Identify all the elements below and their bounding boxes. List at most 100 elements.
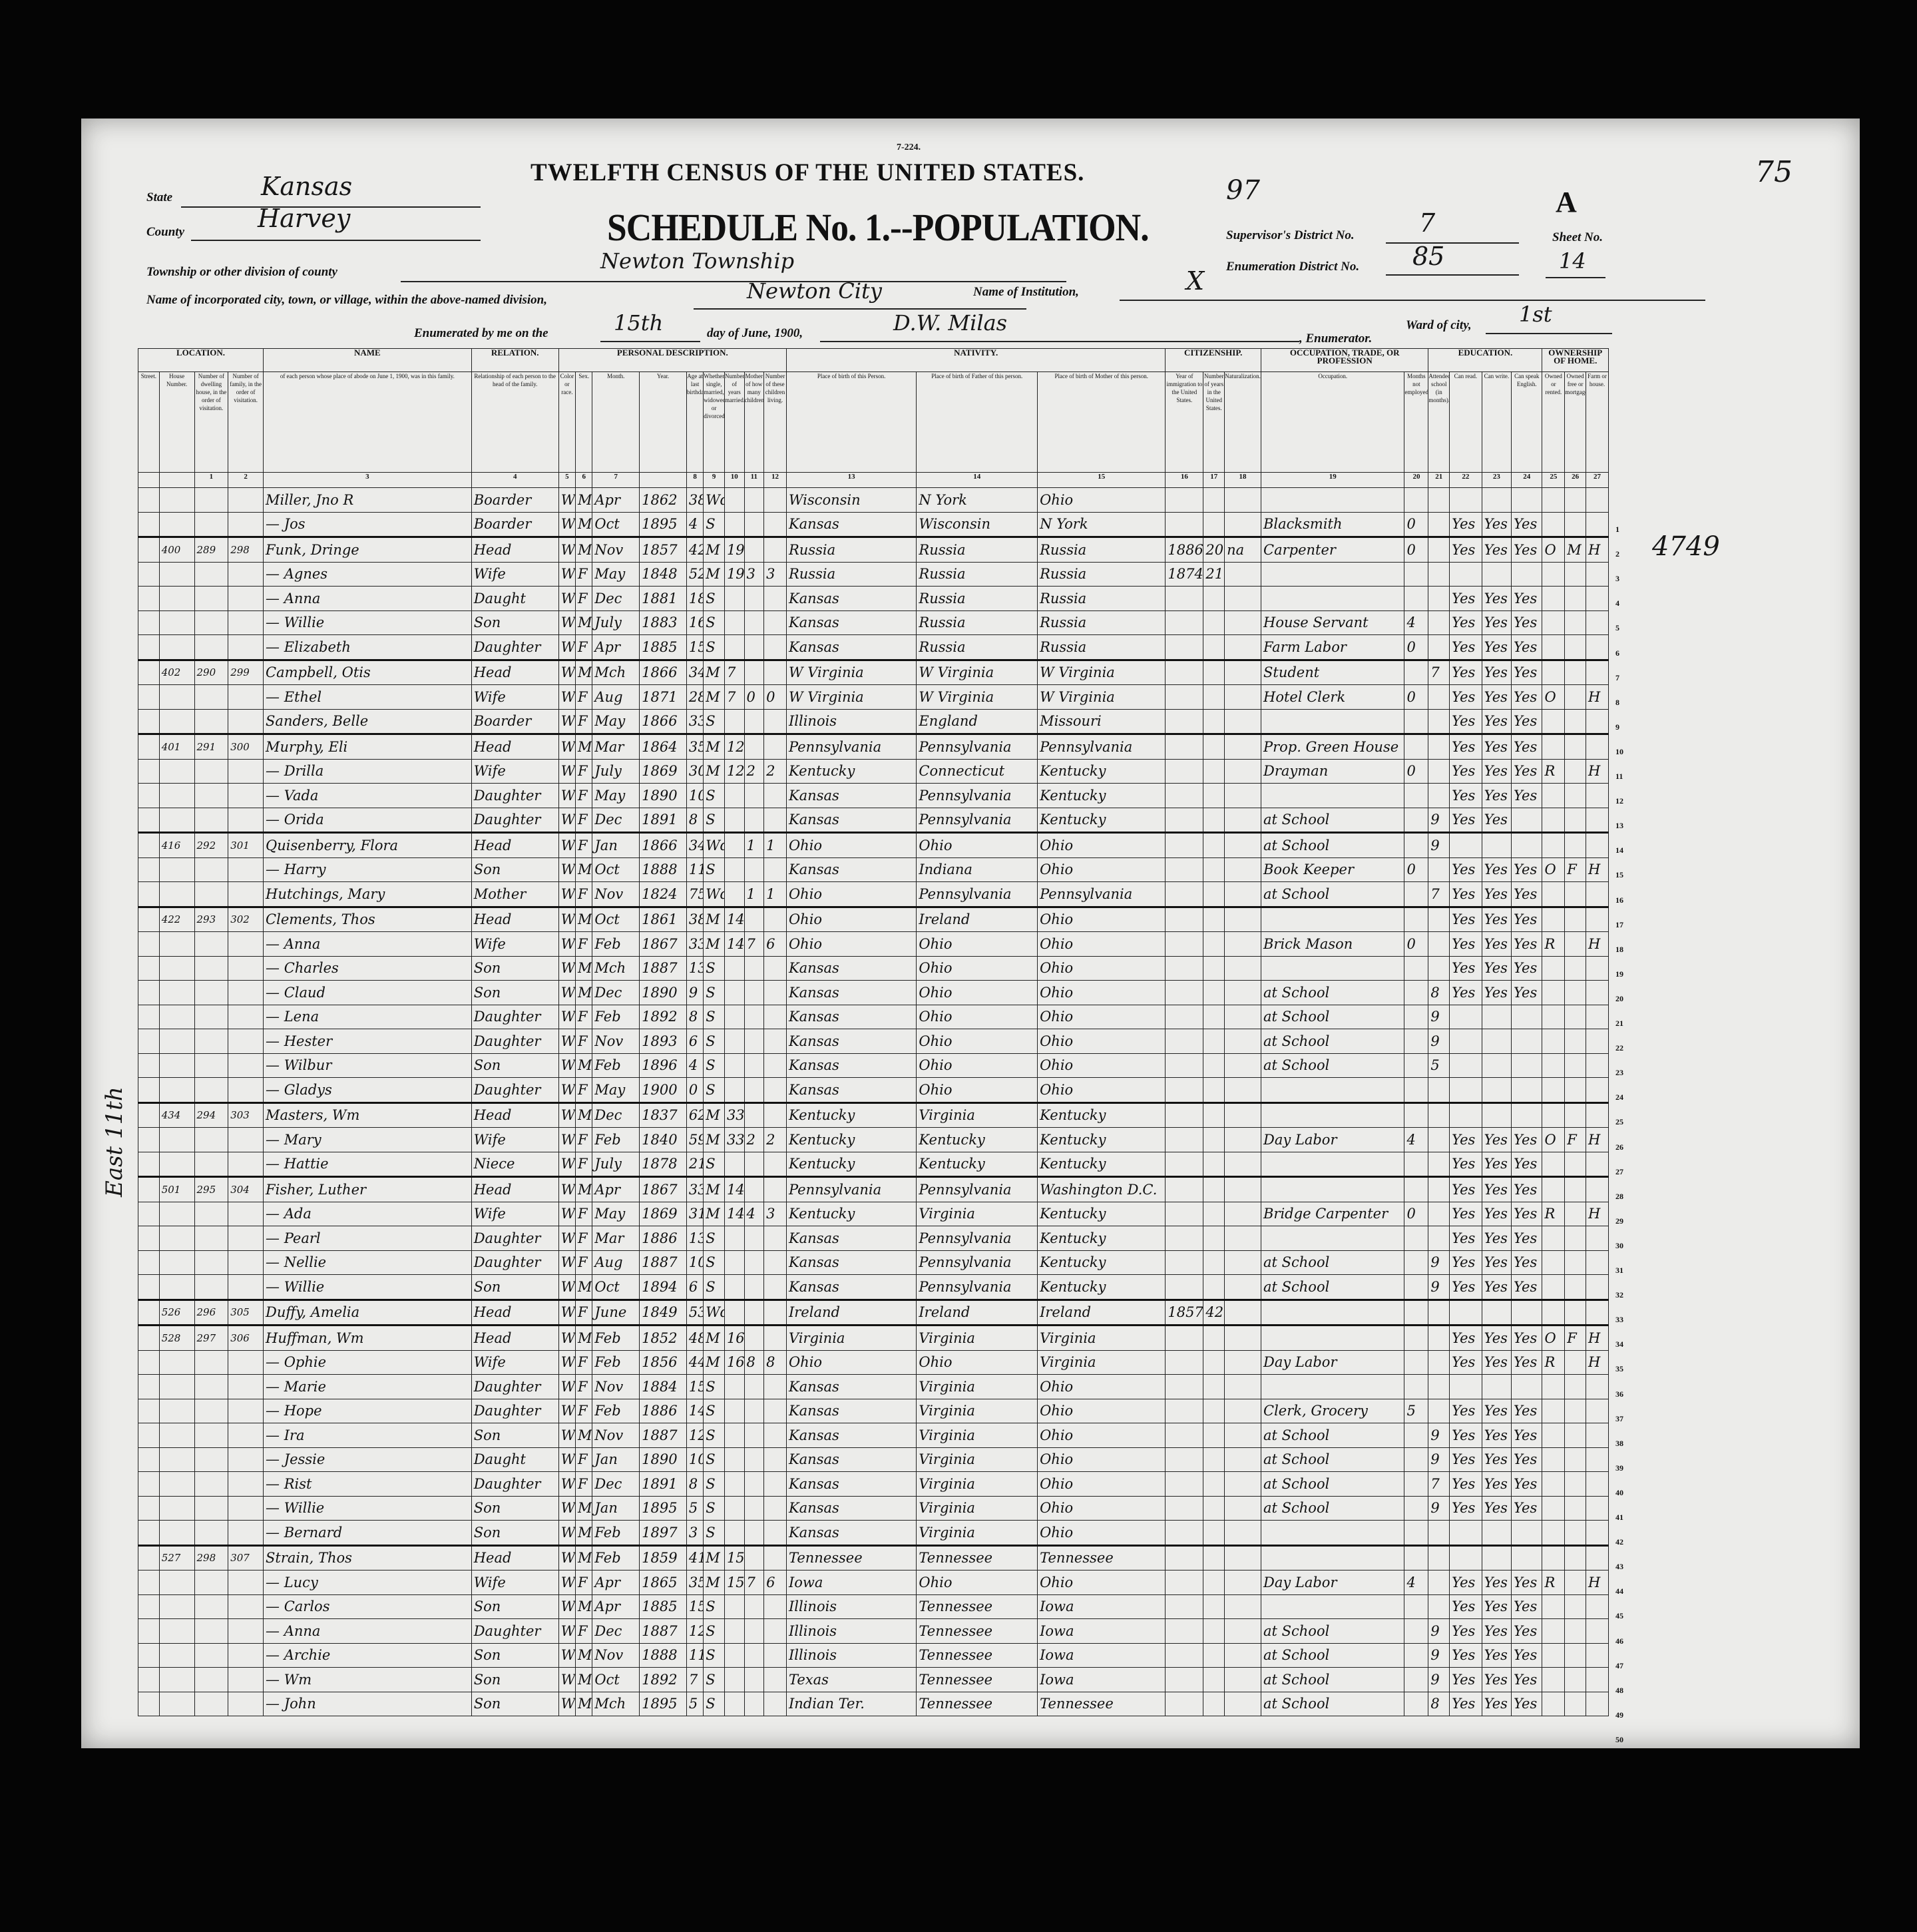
institution-value: X xyxy=(1186,266,1205,296)
cell-can-write: Yes xyxy=(1481,807,1512,833)
cell-school-months xyxy=(1428,1127,1450,1152)
cell-birth-year: 1891 xyxy=(639,1471,687,1497)
cell-birth-month: Mch xyxy=(592,658,640,685)
cell-years-married xyxy=(724,1374,745,1399)
cell-dwelling-number: 295 xyxy=(194,1176,229,1202)
cell-owned-rented xyxy=(1542,610,1566,635)
column-number: 9 xyxy=(703,472,725,488)
table-row: Sanders, BelleBoarderWFMay186633SIllinoi… xyxy=(138,708,1609,734)
cell-owned-rented xyxy=(1542,708,1566,734)
cell-years-married: 14 xyxy=(724,1201,745,1226)
cell-birthplace: Kansas xyxy=(785,586,917,611)
cell-speaks-english xyxy=(1511,1544,1543,1570)
line-number: 32 xyxy=(1615,1290,1623,1300)
cell-color: W xyxy=(558,955,576,981)
cell-naturalization xyxy=(1224,1471,1261,1497)
cell-marital-status: S xyxy=(703,1520,725,1546)
cell-color: W xyxy=(558,1226,576,1251)
cell-children-living: 8 xyxy=(763,1349,787,1375)
cell-children-born xyxy=(744,634,765,660)
cell-school-months: 9 xyxy=(1428,1423,1450,1448)
cell-color: W xyxy=(558,1570,576,1595)
cell-occupation: at School xyxy=(1260,1447,1405,1472)
cell-dwelling-number xyxy=(194,980,229,1005)
cell-relation: Daughter xyxy=(471,1398,559,1423)
table-row: — ElizabethDaughterWFApr188515SKansasRus… xyxy=(138,634,1609,660)
cell-naturalization xyxy=(1224,1642,1261,1668)
cell-months-unemployed xyxy=(1404,1471,1429,1497)
column-number: 12 xyxy=(763,472,787,488)
cell-birthplace: Kansas xyxy=(785,610,917,635)
cell-birth-year: 1866 xyxy=(639,658,687,685)
cell-naturalization xyxy=(1224,1176,1261,1202)
column-header-mother-birthplace: Place of birth of Mother of this person. xyxy=(1037,371,1166,473)
cell-sex: F xyxy=(575,1201,593,1226)
cell-immigration-year xyxy=(1165,684,1204,710)
cell-immigration-year xyxy=(1165,955,1204,981)
cell-school-months: 9 xyxy=(1428,1274,1450,1300)
cell-birth-month: Nov xyxy=(592,1374,640,1399)
cell-birth-year: 1888 xyxy=(639,857,687,882)
cell-farm-house xyxy=(1585,1691,1609,1716)
cell-birth-year: 1887 xyxy=(639,1618,687,1644)
cell-farm-house xyxy=(1585,610,1609,635)
cell-sex: F xyxy=(575,1398,593,1423)
cell-street xyxy=(138,586,160,611)
cell-years-in-us xyxy=(1203,955,1225,981)
cell-farm-house xyxy=(1585,487,1609,513)
cell-speaks-english: Yes xyxy=(1511,931,1543,957)
cell-color: W xyxy=(558,1101,576,1128)
cell-naturalization xyxy=(1224,931,1261,957)
cell-immigration-year xyxy=(1165,881,1204,907)
cell-age: 33 xyxy=(686,708,704,734)
cell-months-unemployed xyxy=(1404,1151,1429,1177)
cell-house-number xyxy=(158,1471,195,1497)
cell-free-mortgaged xyxy=(1564,511,1586,537)
cell-birth-month: Dec xyxy=(592,1618,640,1644)
cell-school-months: 7 xyxy=(1428,1471,1450,1497)
cell-name: — Marie xyxy=(263,1374,472,1399)
cell-speaks-english: Yes xyxy=(1511,658,1543,685)
cell-house-number xyxy=(158,487,195,513)
cell-father-birthplace: Indiana xyxy=(916,857,1038,882)
column-number: 24 xyxy=(1511,472,1543,488)
cell-color: W xyxy=(558,634,576,660)
cell-father-birthplace: Virginia xyxy=(916,1201,1038,1226)
table-row: — HopeDaughterWFFeb188614SKansasVirginia… xyxy=(138,1398,1609,1423)
cell-children-born: 2 xyxy=(744,758,765,784)
cell-owned-rented xyxy=(1542,1176,1566,1202)
group-name: NAME xyxy=(263,348,472,372)
cell-can-read: Yes xyxy=(1449,733,1482,760)
cell-can-write: Yes xyxy=(1481,536,1512,563)
cell-naturalization xyxy=(1224,610,1261,635)
cell-immigration-year xyxy=(1165,1101,1204,1128)
cell-years-married xyxy=(724,1274,745,1300)
cell-can-read: Yes xyxy=(1449,1398,1482,1423)
cell-dwelling-number xyxy=(194,634,229,660)
cell-can-write xyxy=(1481,1374,1512,1399)
column-header-occupation: Occupation. xyxy=(1260,371,1405,473)
cell-sex: M xyxy=(575,1053,593,1078)
cell-street xyxy=(138,536,160,563)
cell-street xyxy=(138,857,160,882)
cell-owned-rented: R xyxy=(1542,1201,1566,1226)
cell-children-born xyxy=(744,1226,765,1251)
cell-can-read: Yes xyxy=(1449,1201,1482,1226)
cell-birthplace: Kansas xyxy=(785,1495,917,1521)
cell-school-months: 5 xyxy=(1428,1053,1450,1078)
cell-dwelling-number xyxy=(194,1642,229,1668)
line-number: 26 xyxy=(1615,1142,1623,1152)
cell-naturalization xyxy=(1224,832,1261,858)
cell-can-write: Yes xyxy=(1481,1324,1512,1351)
cell-free-mortgaged: F xyxy=(1564,857,1586,882)
cell-age: 11 xyxy=(686,1642,704,1668)
cell-can-write: Yes xyxy=(1481,931,1512,957)
cell-house-number xyxy=(158,1495,195,1521)
cell-owned-rented xyxy=(1542,1471,1566,1497)
cell-sex: F xyxy=(575,1127,593,1152)
cell-months-unemployed xyxy=(1404,1029,1429,1054)
cell-occupation xyxy=(1260,586,1405,611)
table-row: Hutchings, MaryMotherWFNov182475Wd11Ohio… xyxy=(138,881,1609,907)
